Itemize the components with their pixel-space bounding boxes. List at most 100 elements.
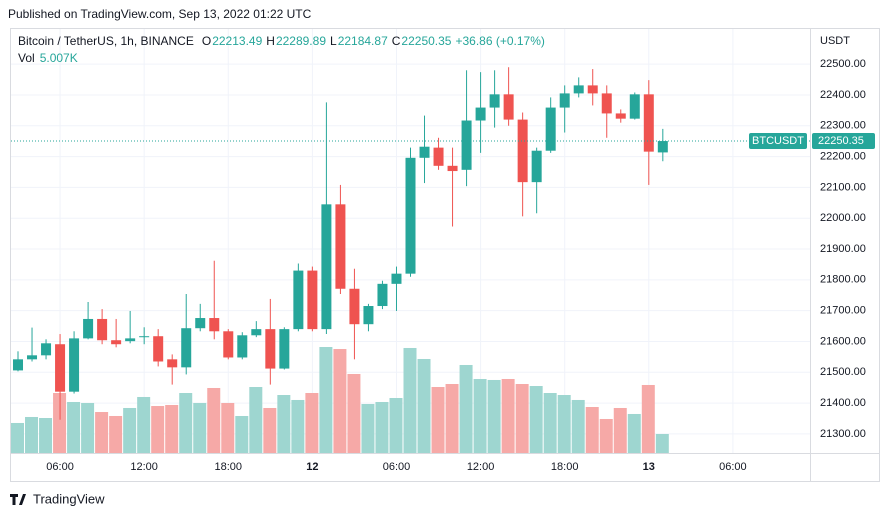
- footer-brand: TradingView: [10, 491, 105, 506]
- candle-body: [321, 204, 332, 330]
- ohlc-value: 22250.35: [401, 34, 451, 48]
- published-note: Published on TradingView.com, Sep 13, 20…: [8, 7, 312, 21]
- volume-bar: [459, 364, 473, 453]
- price-tag-label: 22250.35: [818, 135, 864, 147]
- symbol: Bitcoin / TetherUS, 1h, BINANCE: [18, 34, 194, 48]
- volume-bar: [431, 387, 445, 453]
- candle-body: [573, 85, 584, 94]
- y-tick-label: 21600.00: [820, 335, 866, 347]
- candle-body: [475, 107, 486, 121]
- volume-bar: [207, 387, 221, 453]
- volume-bar: [347, 373, 361, 453]
- volume-bar: [613, 407, 627, 453]
- candle-body: [307, 270, 318, 330]
- x-tick-label: 12:00: [467, 461, 495, 473]
- x-tick-label: 12:00: [130, 461, 158, 473]
- brand-logo: [10, 494, 26, 505]
- ticker-tag: [749, 133, 807, 150]
- x-tick-label: 06:00: [46, 461, 74, 473]
- volume-bar: [179, 392, 193, 453]
- candle-body: [83, 318, 94, 339]
- volume-bar: [221, 402, 235, 453]
- candle-body: [223, 331, 234, 358]
- volume-bar: [361, 404, 375, 453]
- volume-bar: [137, 396, 151, 453]
- volume-name: Vol: [18, 51, 35, 65]
- candle-body: [237, 335, 248, 358]
- candle-body: [111, 340, 122, 345]
- y-tick-label: 21300.00: [820, 428, 866, 440]
- y-tick-label: 21800.00: [820, 274, 866, 286]
- volume-bar: [39, 418, 53, 453]
- volume-bar: [67, 401, 81, 453]
- candle-body: [279, 329, 290, 369]
- candle-body: [27, 355, 38, 360]
- volume-bar: [151, 406, 165, 453]
- volume-bar: [109, 415, 123, 453]
- volume-readout: 5.007K: [40, 51, 78, 65]
- x-tick-label: 06:00: [383, 461, 411, 473]
- currency-label: USDT: [820, 35, 850, 47]
- y-tick-label: 21900.00: [820, 243, 866, 255]
- volume-bar: [445, 384, 459, 453]
- volume-bar: [627, 413, 641, 453]
- x-tick-label: 18:00: [551, 461, 579, 473]
- legend: Bitcoin / TetherUS, 1h, BINANCE Vol 5.00…: [18, 34, 545, 65]
- volume-bar: [473, 378, 487, 453]
- ohlc-letter: L: [330, 34, 337, 48]
- volume-bar: [375, 401, 389, 453]
- volume-bar: [389, 398, 403, 453]
- volume-bar: [543, 392, 557, 453]
- ohlc-letter: H: [266, 34, 275, 48]
- ohlc-value: 22213.49: [212, 34, 262, 48]
- candle-body: [517, 119, 528, 183]
- chart-frame: [10, 28, 880, 482]
- volume-bar: [81, 402, 95, 453]
- candle-body: [601, 93, 612, 114]
- candle-body: [69, 338, 80, 392]
- volume-bar: [11, 422, 25, 453]
- candle-body: [559, 93, 570, 108]
- volume-bar: [529, 386, 543, 453]
- candle-body: [545, 107, 556, 151]
- candle-body: [433, 147, 444, 166]
- volume-bar: [655, 433, 669, 453]
- volume-bar: [487, 379, 501, 453]
- candle-body: [489, 94, 500, 108]
- candle-body: [41, 343, 52, 356]
- axes: 21300.00 21400.00 21500.00 21600.00 21700.00…: [11, 58, 875, 473]
- volume-bar: [417, 358, 431, 453]
- candle-body: [13, 359, 24, 371]
- candle-body: [461, 120, 472, 170]
- y-tick-label: 21700.00: [820, 305, 866, 317]
- ticker-tag-label: BTCUSDT: [752, 135, 804, 147]
- ohlc-value: 22184.87: [338, 34, 388, 48]
- volume-bar: [123, 407, 137, 453]
- y-tick-label: 22400.00: [820, 89, 866, 101]
- x-tick-label: 12: [306, 461, 318, 473]
- y-tick-label: 21400.00: [820, 397, 866, 409]
- candle-body: [251, 329, 262, 336]
- y-tick-label: 22100.00: [820, 181, 866, 193]
- volume-bar: [641, 384, 655, 453]
- candle-body: [531, 150, 542, 183]
- candle-body: [293, 270, 304, 330]
- candle-body: [615, 113, 626, 119]
- candle-body: [657, 141, 668, 153]
- volume-bar: [263, 407, 277, 453]
- candle-body: [391, 273, 402, 284]
- candle-body: [405, 157, 416, 274]
- candle-body: [55, 344, 66, 392]
- brand-name: TradingView: [33, 491, 105, 506]
- volume-bar: [193, 402, 207, 453]
- x-tick-label: 13: [643, 461, 655, 473]
- volume-bar: [95, 412, 109, 453]
- y-tick-label: 22300.00: [820, 120, 866, 132]
- candle-body: [97, 318, 108, 341]
- volume-bar: [319, 347, 333, 453]
- candle-body: [265, 329, 276, 369]
- candle-layer: [13, 67, 668, 420]
- volume-bar: [235, 415, 249, 453]
- candle-body: [349, 288, 360, 325]
